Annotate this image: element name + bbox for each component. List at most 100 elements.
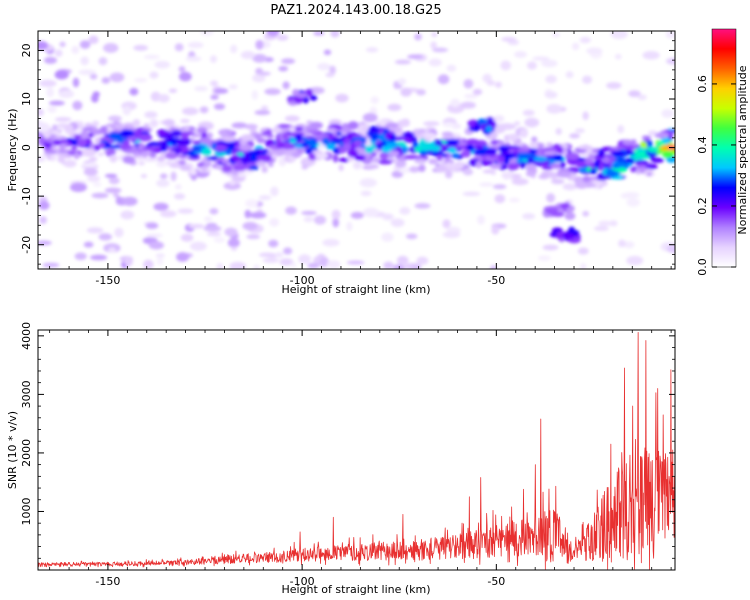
spectrogram-ridge-cell bbox=[444, 161, 455, 169]
spectrogram-speckle bbox=[522, 213, 536, 220]
spectrogram-ridge-cell bbox=[385, 122, 399, 128]
spectrogram-speckle bbox=[72, 100, 83, 111]
spectrogram-speckle bbox=[160, 210, 177, 218]
spectrogram-ridge-cell bbox=[533, 156, 548, 162]
spectrogram-speckle bbox=[626, 197, 641, 207]
spectrogram-speckle bbox=[134, 78, 148, 83]
spectrogram-speckle bbox=[78, 69, 96, 76]
spectrogram-ridge-cell bbox=[374, 120, 389, 125]
spectrogram-speckle bbox=[269, 218, 280, 227]
spectrogram-speckle bbox=[156, 256, 164, 266]
spectrogram-speckle bbox=[146, 233, 163, 238]
spectrogram-ridge-cell bbox=[133, 130, 141, 136]
spectrogram-ridge-cell bbox=[165, 151, 179, 160]
spectrogram-ridge-cell bbox=[254, 161, 267, 167]
spectrogram-y-tick-label: -20 bbox=[20, 236, 33, 254]
spectrogram-ridge-cell bbox=[644, 163, 658, 170]
spectrogram-speckle bbox=[313, 31, 325, 36]
spectrogram-speckle bbox=[661, 109, 674, 118]
spectrogram-speckle bbox=[204, 216, 213, 222]
spectrogram-speckle bbox=[628, 90, 641, 98]
spectrogram-speckle bbox=[178, 66, 186, 73]
spectrogram-speckle bbox=[407, 54, 424, 59]
spectrogram-speckle bbox=[446, 64, 457, 72]
spectrogram-ridge-cell bbox=[553, 143, 561, 150]
spectrogram-speckle bbox=[254, 110, 271, 116]
spectrogram-speckle bbox=[352, 161, 362, 170]
spectrogram-ridge-cell bbox=[59, 143, 66, 150]
spectrogram-speckle bbox=[283, 247, 293, 255]
spectrogram-speckle bbox=[524, 117, 540, 128]
spectrogram-ridge-cell bbox=[81, 148, 97, 157]
spectrogram-speckle bbox=[276, 34, 289, 41]
spectrogram-ridge-cell bbox=[163, 119, 175, 127]
spectrogram-ridge-cell bbox=[201, 147, 212, 157]
spectrogram-speckle bbox=[246, 234, 260, 240]
spectrogram-speckle bbox=[666, 57, 675, 65]
spectrogram-ridge-cell bbox=[341, 122, 349, 129]
spectrogram-speckle bbox=[38, 240, 52, 246]
spectrogram-ridge-cell bbox=[225, 149, 233, 155]
spectrogram-ridge-cell bbox=[143, 123, 150, 128]
spectrogram-speckle bbox=[370, 96, 379, 104]
spectrogram-ridge-cell bbox=[191, 147, 202, 151]
spectrogram-speckle bbox=[258, 195, 272, 201]
spectrogram-ridge-cell bbox=[178, 159, 187, 165]
spectrogram-speckle bbox=[87, 175, 101, 183]
spectrogram-ridge-cell bbox=[378, 159, 393, 165]
spectrogram-speckle bbox=[430, 41, 437, 50]
spectrogram-ridge-cell bbox=[137, 144, 144, 151]
spectrogram-speckle bbox=[108, 177, 120, 185]
spectrogram-ridge-cell bbox=[447, 147, 457, 154]
spectrogram-speckle bbox=[464, 93, 478, 99]
spectrogram-ridge-cell bbox=[289, 139, 297, 144]
spectrogram-ridge-cell bbox=[342, 142, 352, 151]
spectrogram-feature bbox=[564, 212, 576, 221]
spectrogram-speckle bbox=[58, 90, 75, 99]
spectrogram-ridge-cell bbox=[70, 145, 78, 150]
spectrogram-speckle bbox=[104, 173, 118, 178]
spectrogram-speckle bbox=[346, 260, 365, 265]
spectrogram-speckle bbox=[582, 75, 593, 84]
spectrogram-ridge-cell bbox=[291, 152, 302, 158]
spectrogram-ridge-cell bbox=[301, 141, 309, 148]
spectrogram-ridge-cell bbox=[160, 151, 167, 158]
spectrogram-speckle bbox=[637, 94, 647, 101]
spectrogram-speckle bbox=[59, 41, 66, 48]
spectrogram-ridge-cell bbox=[270, 153, 278, 160]
spectrogram-speckle bbox=[158, 94, 170, 103]
spectrogram-speckle bbox=[442, 231, 461, 239]
spectrogram-ridge-cell bbox=[60, 139, 68, 144]
spectrogram-ridge-cell bbox=[106, 126, 112, 134]
spectrogram-ridge-cell bbox=[289, 127, 296, 133]
spectrogram-ridge-cell bbox=[461, 149, 471, 158]
spectrogram-speckle bbox=[270, 186, 279, 197]
spectrogram-speckle bbox=[38, 40, 49, 50]
spectrogram-ridge-cell bbox=[119, 144, 133, 150]
spectrogram-speckle bbox=[156, 179, 170, 188]
spectrogram-ridge-cell bbox=[347, 121, 359, 130]
spectrogram-speckle bbox=[187, 41, 204, 49]
spectrogram-speckle bbox=[396, 255, 409, 265]
spectrogram-speckle bbox=[390, 218, 405, 228]
spectrogram-ridge-cell bbox=[641, 135, 652, 140]
spectrogram-speckle bbox=[180, 118, 190, 124]
spectrogram-speckle bbox=[108, 247, 117, 253]
spectrogram-ridge-cell bbox=[183, 125, 190, 132]
spectrogram-ridge-cell bbox=[149, 151, 157, 159]
spectrogram-speckle bbox=[437, 74, 450, 85]
spectrogram-ridge-cell bbox=[89, 157, 98, 161]
spectrogram-ridge-cell bbox=[450, 153, 461, 159]
spectrogram-ridge-cell bbox=[211, 142, 217, 150]
spectrogram-speckle bbox=[89, 73, 98, 80]
spectrogram-speckle bbox=[86, 227, 104, 234]
spectrogram-frame bbox=[37, 30, 676, 270]
spectrogram-speckle bbox=[210, 94, 219, 100]
snr-x-tick-label: -50 bbox=[487, 575, 505, 588]
spectrogram-feature bbox=[425, 150, 435, 155]
spectrogram-speckle bbox=[230, 44, 238, 54]
spectrogram-ridge-cell bbox=[57, 149, 68, 154]
spectrogram-ridge-cell bbox=[170, 130, 182, 138]
spectrogram-ridge-cell bbox=[273, 148, 285, 157]
spectrogram-speckle bbox=[122, 196, 138, 206]
